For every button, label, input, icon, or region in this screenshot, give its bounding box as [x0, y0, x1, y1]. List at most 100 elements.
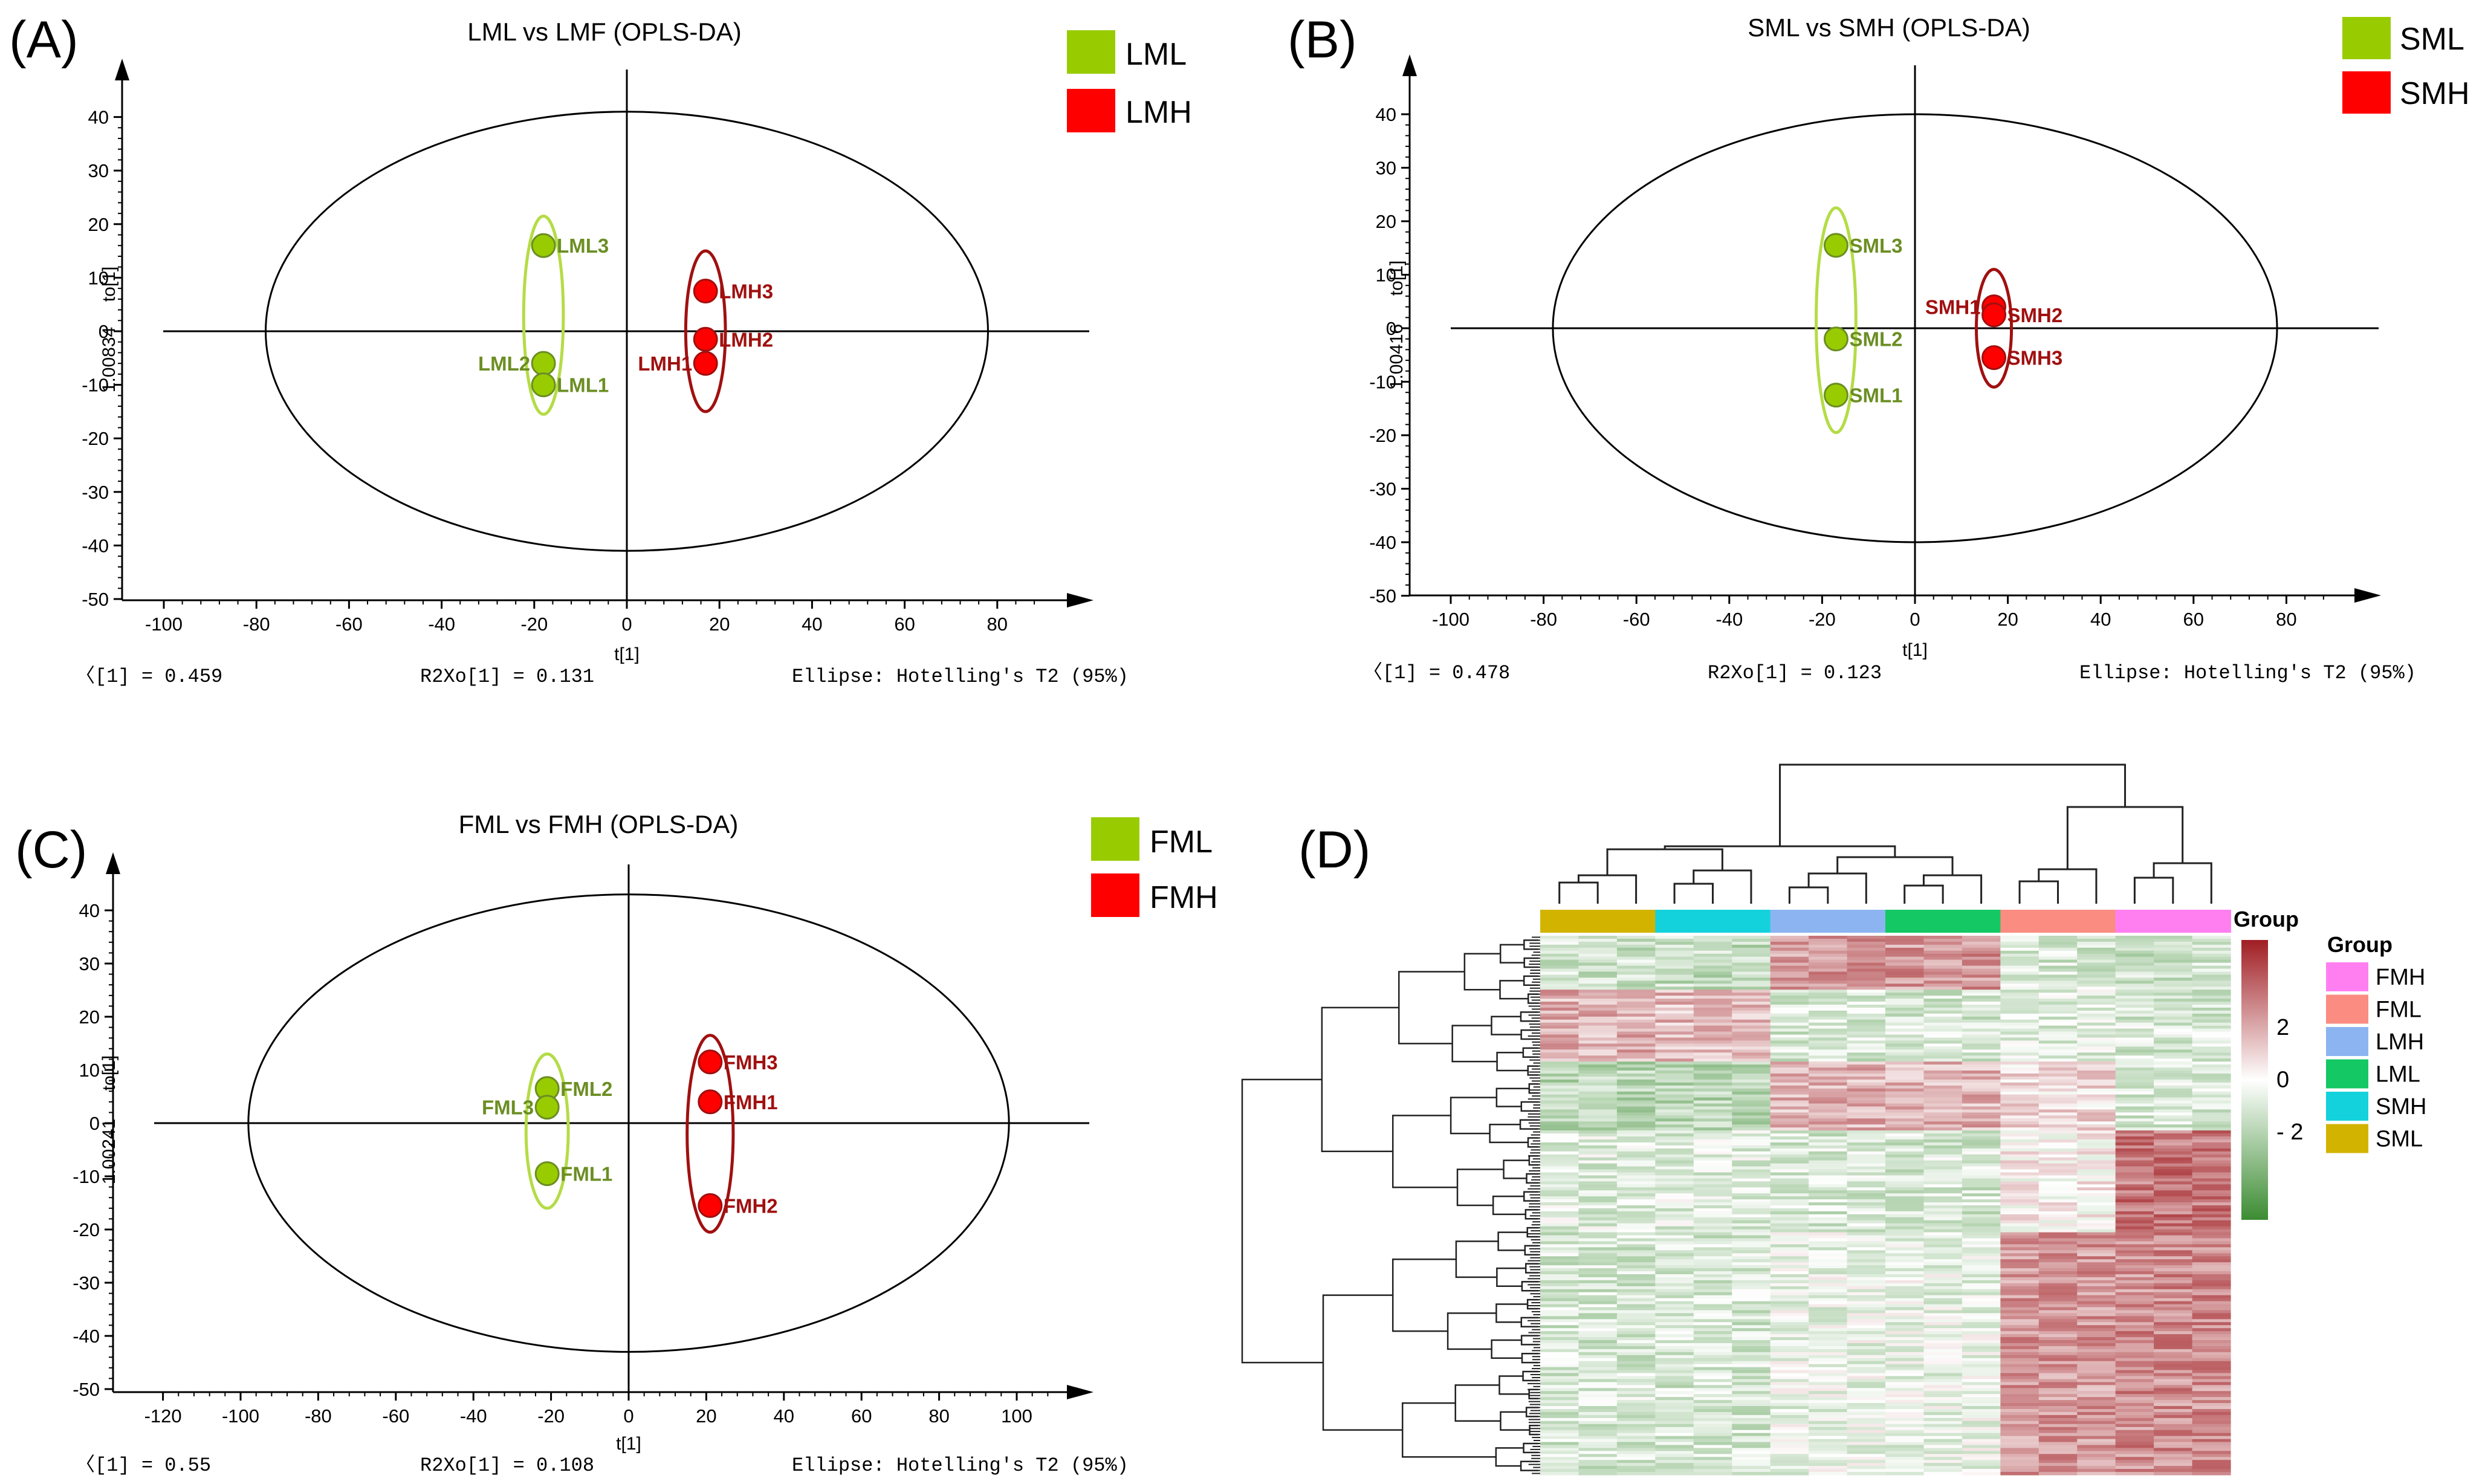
heatmap-cell [1885, 1424, 1925, 1428]
heatmap-cell [2192, 1271, 2231, 1275]
heatmap-cell [1809, 1109, 1848, 1113]
point-label: SML3 [1849, 235, 1902, 257]
heatmap-cell [1962, 1259, 2001, 1263]
heatmap-cell [2038, 1187, 2078, 1191]
heatmap-cell [2115, 1400, 2154, 1404]
heatmap-cell [2154, 1247, 2193, 1251]
heatmap-cell [1770, 1178, 1809, 1182]
heatmap-cell [2154, 993, 2193, 996]
heatmap-cell [2038, 1403, 2078, 1407]
heatmap-cell [2077, 990, 2116, 993]
heatmap-cell [1732, 1469, 1771, 1473]
heatmap-cell [1578, 1019, 1618, 1023]
heatmap-cell [1885, 1289, 1925, 1293]
heatmap-cell [1655, 1229, 1694, 1233]
heatmap-cell [2115, 1049, 2154, 1053]
heatmap-cell [2115, 1466, 2154, 1469]
heatmap-cell [2154, 1085, 2193, 1089]
heatmap-cell [1923, 1295, 1963, 1299]
heatmap-cell [1616, 1010, 1656, 1014]
heatmap-cell [2077, 1184, 2116, 1188]
heatmap-cell [1732, 1130, 1771, 1134]
heatmap-cell [2192, 1442, 2231, 1446]
heatmap-cell [1847, 1414, 1886, 1419]
heatmap-cell [2115, 1184, 2154, 1188]
heatmap-cell [2077, 1451, 2116, 1454]
heatmap-cell [1809, 1463, 1848, 1466]
heatmap-cell [2192, 1397, 2231, 1401]
heatmap-cell [1655, 1022, 1694, 1026]
heatmap-cell [1885, 953, 1925, 957]
heatmap-cell [2077, 1163, 2116, 1167]
heatmap-cell [1693, 1355, 1732, 1359]
heatmap-cell [1809, 1373, 1848, 1377]
heatmap-cell [1923, 1463, 1963, 1466]
heatmap-cell [1885, 974, 1925, 978]
heatmap-cell [2115, 941, 2154, 945]
heatmap-cell [2115, 1403, 2154, 1407]
heatmap-cell [2115, 974, 2154, 978]
heatmap-cell [1962, 1403, 2001, 1407]
heatmap-cell [1770, 971, 1809, 976]
y-tick-label: 10 [88, 267, 109, 288]
heatmap-cell [2077, 1430, 2116, 1434]
dendro-link [1664, 845, 1896, 857]
heatmap-cell [2192, 1358, 2231, 1362]
x-tick-label: 40 [2090, 609, 2111, 630]
heatmap-cell [2000, 1379, 2040, 1382]
panel-label: (B) [1288, 11, 1357, 69]
heatmap-cell [1770, 938, 1809, 942]
footer-ellipse-note: Ellipse: Hotelling's T2 (95%) [792, 1454, 1129, 1477]
heatmap-cell [1809, 1196, 1848, 1200]
heatmap-cell [1732, 1169, 1771, 1173]
heatmap-cell [1655, 1403, 1694, 1407]
heatmap-cell [1847, 1295, 1886, 1299]
heatmap-cell [2192, 1127, 2231, 1131]
heatmap-cell [1655, 983, 1694, 987]
heatmap-cell [1616, 1079, 1656, 1083]
legend-label-lml: LML [2376, 1062, 2420, 1087]
data-point [698, 1049, 723, 1075]
heatmap-cell [1732, 1220, 1771, 1224]
heatmap-cell [1847, 1064, 1886, 1068]
heatmap-cell [1578, 1016, 1618, 1020]
heatmap-cell [1809, 1256, 1848, 1260]
x-tick-label: 80 [928, 1405, 949, 1427]
heatmap-cell [1847, 944, 1886, 948]
heatmap-cell [1693, 1037, 1732, 1042]
heatmap-cell [1578, 1241, 1618, 1245]
heatmap-cell [1693, 1370, 1732, 1374]
heatmap-cell [1616, 1112, 1656, 1116]
heatmap-cell [1847, 1373, 1886, 1377]
heatmap-cell [2154, 1142, 2193, 1146]
heatmap-cell [1885, 983, 1925, 987]
heatmap-cell [1540, 1442, 1579, 1446]
heatmap-cell [2000, 1196, 2040, 1200]
heatmap-cell [1962, 1199, 2001, 1203]
heatmap-cell [1616, 1097, 1656, 1101]
heatmap-cell [1578, 1466, 1618, 1469]
heatmap-cell [2115, 983, 2154, 987]
heatmap-cell [1885, 1226, 1925, 1230]
heatmap-cell [2038, 1343, 2078, 1347]
heatmap-cell [1923, 1037, 1963, 1042]
heatmap-cell [2000, 1085, 2040, 1089]
heatmap-cell [2115, 956, 2154, 961]
heatmap-cell [2077, 1247, 2116, 1251]
heatmap-cell [2077, 1133, 2116, 1137]
heatmap-cell [2000, 1307, 2040, 1311]
heatmap-cell [2038, 1340, 2078, 1344]
heatmap-cell [1770, 1352, 1809, 1356]
heatmap-cell [1770, 1316, 1809, 1320]
heatmap-cell [2115, 971, 2154, 976]
heatmap-cell [2077, 1463, 2116, 1466]
heatmap-cell [2038, 1214, 2078, 1218]
heatmap-cell [2115, 1397, 2154, 1401]
heatmap-cell [2000, 944, 2040, 948]
heatmap-cell [1923, 1352, 1963, 1356]
heatmap-cell [2115, 1250, 2154, 1254]
heatmap-cell [1540, 1400, 1579, 1404]
heatmap-cell [1655, 1028, 1694, 1032]
heatmap-cell [1540, 1076, 1579, 1080]
heatmap-cell [2000, 1271, 2040, 1275]
